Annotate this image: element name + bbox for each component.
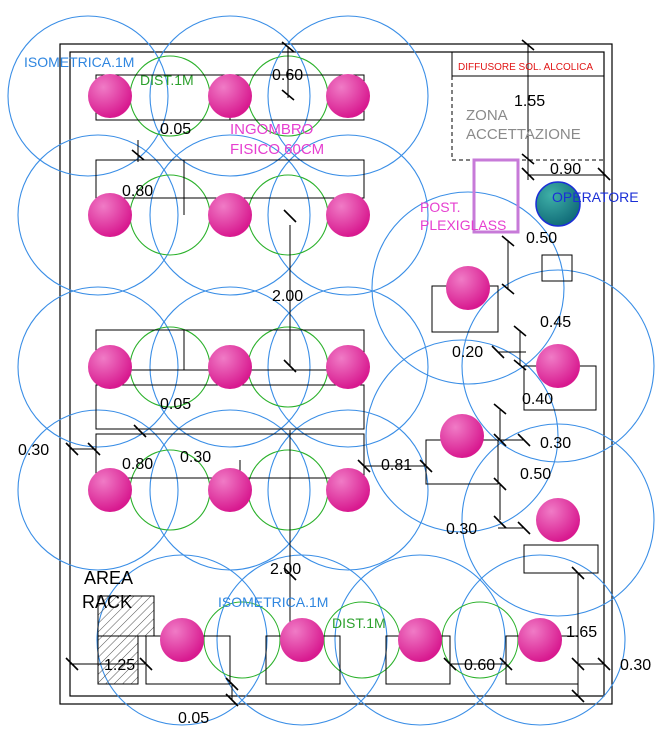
dimension-label: 2.00 <box>272 288 303 305</box>
person-marker <box>208 74 252 118</box>
dimension-label: 0.30 <box>540 435 571 452</box>
person-marker <box>88 345 132 389</box>
person-marker <box>88 468 132 512</box>
isometric-circles <box>7 15 655 726</box>
area-rack-label-line1: AREA <box>84 568 133 588</box>
person-marker <box>326 193 370 237</box>
person-marker <box>536 344 580 388</box>
isometrica-bottom-label: ISOMETRICA.1M <box>218 594 328 610</box>
dimension-label: 2.00 <box>270 561 301 578</box>
ingombro-label-line2: FISICO 60CM <box>230 141 324 158</box>
operatore-label: OPERATORE <box>552 189 639 205</box>
dimension-label: 0.80 <box>122 183 153 200</box>
dimension-label: 1.25 <box>104 657 135 674</box>
dimension-label: 0.90 <box>550 161 581 178</box>
zona-label-line2: ACCETTAZIONE <box>466 126 581 143</box>
dimension-label: 0.30 <box>180 449 211 466</box>
person-marker <box>326 468 370 512</box>
operator-marker <box>535 181 581 227</box>
dist-bottom-label: DIST.1M <box>332 615 386 631</box>
plexiglass-barrier <box>472 158 520 234</box>
ingombro-label-line1: INGOMBRO <box>230 121 313 138</box>
dimension-label: 0.81 <box>381 457 412 474</box>
area-rack-label-line2: RACK <box>82 592 132 612</box>
dimension-label: 0.30 <box>18 442 49 459</box>
diffusore-label: DIFFUSORE SOL. ALCOLICA <box>458 62 593 73</box>
person-marker <box>280 618 324 662</box>
dimension-lines <box>70 44 604 700</box>
dimension-label: 0.40 <box>522 391 553 408</box>
person-marker <box>398 618 442 662</box>
dimension-label: 0.30 <box>620 657 651 674</box>
dimension-label: 0.60 <box>272 67 303 84</box>
person-marker <box>326 345 370 389</box>
dimension-label: 1.65 <box>566 624 597 641</box>
dimension-label: 0.20 <box>452 344 483 361</box>
rack-area-lower <box>97 635 139 685</box>
dimension-label: 0.45 <box>540 314 571 331</box>
isometrica-top-label: ISOMETRICA.1M <box>24 54 134 70</box>
person-marker <box>208 345 252 389</box>
post-label-line1: POST. <box>420 199 460 215</box>
person-marker <box>208 193 252 237</box>
person-marker <box>160 618 204 662</box>
dimension-label: 0.80 <box>122 456 153 473</box>
person-marker <box>88 74 132 118</box>
person-marker <box>518 618 562 662</box>
dimension-label: 0.05 <box>160 396 191 413</box>
dimension-label: 0.50 <box>520 466 551 483</box>
person-marker <box>536 498 580 542</box>
dimension-label: 0.05 <box>178 710 209 727</box>
dimension-label: 0.60 <box>464 657 495 674</box>
person-marker <box>446 266 490 310</box>
zona-label-line1: ZONA <box>466 107 508 124</box>
reception-zone-outline <box>451 76 604 161</box>
rack-area <box>97 595 155 637</box>
person-marker <box>326 74 370 118</box>
person-marker <box>440 414 484 458</box>
dimension-ticks <box>65 39 611 707</box>
dimension-label: 0.30 <box>446 521 477 538</box>
dimension-label: 0.05 <box>160 121 191 138</box>
people <box>88 74 580 662</box>
dist-top-label: DIST.1M <box>140 72 194 88</box>
post-label-line2: PLEXIGLASS <box>420 217 506 233</box>
dimension-label: 1.55 <box>514 93 545 110</box>
person-marker <box>88 193 132 237</box>
person-marker <box>208 468 252 512</box>
room-walls <box>59 43 613 705</box>
dimension-label: 0.50 <box>526 230 557 247</box>
